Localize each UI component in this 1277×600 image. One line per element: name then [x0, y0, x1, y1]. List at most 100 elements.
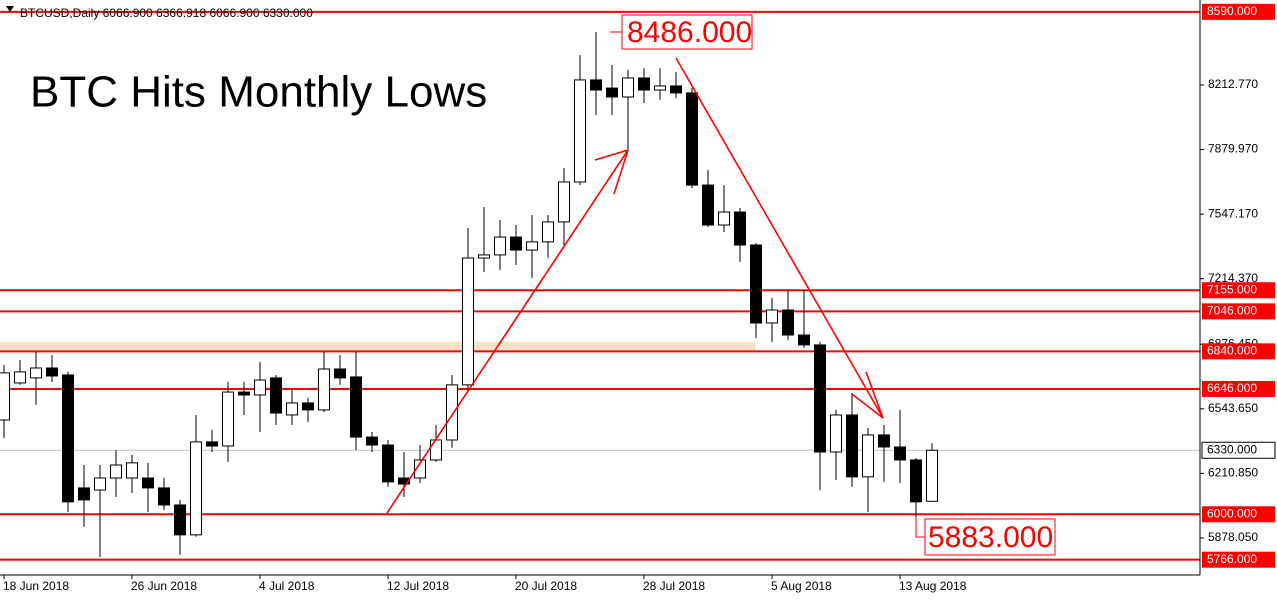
y-tick-label: 6543.650 [1208, 401, 1258, 415]
candle-body [382, 444, 394, 483]
candle-body [622, 77, 634, 98]
level-label-box [1202, 551, 1275, 568]
candle-body [910, 459, 922, 503]
arrow-head [594, 149, 629, 161]
level-label-box [1202, 506, 1275, 523]
bid-label-box [1201, 441, 1276, 459]
candle-body [750, 244, 762, 324]
candle-body [798, 334, 810, 346]
level-label: 6646.000 [1207, 381, 1257, 395]
candle-body [94, 477, 106, 491]
candle-body [30, 367, 42, 379]
level-label-box [1202, 3, 1275, 20]
candle-body [126, 462, 138, 479]
candle-body [0, 372, 10, 421]
candle-body [142, 477, 154, 489]
candle-body [558, 181, 570, 223]
y-tick-label: 7547.170 [1208, 206, 1258, 220]
candle-body [846, 414, 858, 478]
candle-body [174, 504, 186, 536]
annotation: 5883.000 [928, 521, 1053, 554]
y-tick-label: 7214.370 [1208, 271, 1258, 285]
y-tick-label: 5878.050 [1208, 530, 1258, 544]
x-tick-label: 18 Jun 2018 [3, 579, 69, 593]
candle-body [462, 257, 474, 386]
candle-body [926, 449, 938, 502]
supply-zone [0, 341, 755, 352]
candle-body [110, 464, 122, 479]
candle-body [398, 477, 410, 485]
candle-body [878, 434, 890, 448]
candle-body [190, 441, 202, 536]
x-tick-label: 28 Jul 2018 [643, 579, 705, 593]
candle-body [574, 79, 586, 183]
bid-label: 6330.000 [1207, 442, 1257, 456]
candle-body [478, 254, 490, 259]
x-tick-label: 13 Aug 2018 [899, 579, 967, 593]
annotation-box [621, 14, 753, 50]
trend-arrows [386, 57, 884, 514]
annotation: 8486.000 [627, 16, 752, 49]
candle-body [862, 434, 874, 478]
candle-body [734, 211, 746, 246]
level-label: 6000.000 [1207, 506, 1257, 520]
candle-body [430, 439, 442, 461]
level-label: 8590.000 [1207, 4, 1257, 18]
candle-body [654, 85, 666, 91]
candle-body [590, 79, 602, 91]
candle-body [46, 367, 58, 377]
candle-body [238, 391, 250, 396]
chart-title: BTC Hits Monthly Lows [30, 68, 487, 117]
level-label: 7155.000 [1207, 282, 1257, 296]
symbol-icon [6, 6, 14, 12]
candle-body [830, 414, 842, 453]
x-tick-label: 12 Jul 2018 [387, 579, 449, 593]
candle-body [814, 344, 826, 453]
level-label: 7046.000 [1207, 304, 1257, 318]
candle-body [638, 77, 650, 91]
candle-body [702, 184, 714, 226]
y-tick-label: 6210.850 [1208, 466, 1258, 480]
x-tick-label: 4 Jul 2018 [259, 579, 315, 593]
candle-body [222, 391, 234, 447]
x-tick-label: 5 Aug 2018 [771, 579, 832, 593]
y-tick-label: 8212.770 [1208, 77, 1258, 91]
candle-body [670, 85, 682, 94]
candle-body [318, 368, 330, 411]
candle-body [286, 402, 298, 416]
level-label-box [1202, 380, 1275, 397]
candle-body [206, 441, 218, 447]
annotation-connector [915, 516, 925, 538]
y-tick-label: 7879.970 [1208, 142, 1258, 156]
candle-body [510, 236, 522, 251]
x-tick-label: 20 Jul 2018 [515, 579, 577, 593]
candle-body [14, 371, 26, 384]
candle-body [302, 402, 314, 411]
candle-body [270, 377, 282, 414]
candle-body [414, 459, 426, 479]
chart-header: BTCUSD,Daily 6066.900 6366.918 6066.900 … [20, 6, 313, 20]
level-label: 5766.000 [1207, 552, 1257, 566]
candle-body [894, 446, 906, 461]
down-trend-line [675, 57, 884, 419]
arrow-head [865, 371, 884, 419]
candle-body [366, 436, 378, 446]
candle-body [78, 487, 90, 501]
level-label-box [1202, 343, 1275, 360]
level-label-box [1202, 303, 1275, 320]
level-label: 6840.000 [1207, 343, 1257, 357]
candle-body [494, 236, 506, 256]
x-tick-label: 26 Jun 2018 [131, 579, 197, 593]
up-trend-line [386, 149, 629, 514]
candle-body [718, 211, 730, 226]
arrow-head [613, 149, 629, 195]
candle-body [446, 384, 458, 441]
candle-body [766, 309, 778, 324]
candle-body [526, 241, 538, 251]
candle-body [782, 309, 794, 336]
candle-body [606, 87, 618, 98]
candle-body [350, 376, 362, 438]
candle-body [686, 92, 698, 186]
